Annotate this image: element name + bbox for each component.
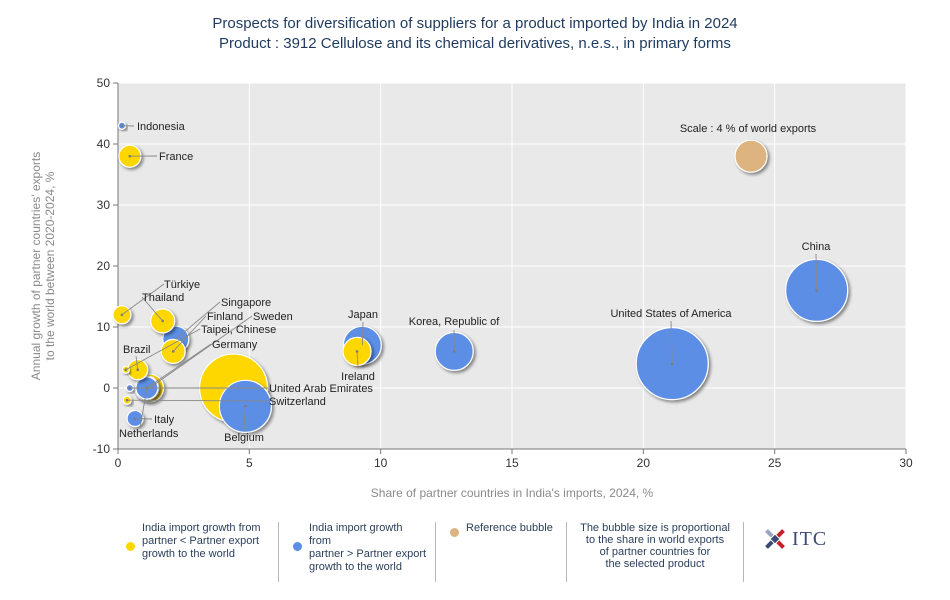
leader-line [135,355,139,370]
legend-yellow-line-2: partner < Partner export [142,535,260,547]
bubble-label-korea-republic-of: Korea, Republic of [409,316,500,328]
bubble-label-switzerland: Switzerland [269,396,326,408]
leader-line [361,321,364,346]
bubble-center-dot [815,289,818,292]
y-axis-label: Annual growth of partner countries' expo… [29,152,57,380]
bubble-center-dot [125,398,129,402]
legend-blue-line-2: partner > Partner export [309,548,427,560]
y-tick-label: 40 [97,137,111,151]
legend-note-line-2: to the share in world exports [585,534,725,546]
bubble-center-dot [670,362,674,365]
leader-line [141,296,163,322]
y-tick-label: 10 [97,320,111,334]
leader-line [121,283,165,316]
bubble-label-germany: Germany [212,339,258,351]
leader-line [135,418,153,420]
legend-size-note: The bubble size is proportional to the s… [567,522,744,582]
legend-item-blue: India import growth from partner > Partn… [279,522,436,582]
bubble-center-dot [452,350,456,353]
bubble-label-singapore: Singapore [221,297,271,309]
leader-line [356,351,359,369]
legend-reference-label: Reference bubble [466,522,553,534]
legend: India import growth from partner < Partn… [112,522,827,582]
y-axis-label-line: Annual growth of partner countries' expo… [29,152,43,380]
leader-line [815,253,818,291]
bubble-label-italy: Italy [154,414,175,426]
itc-logo: ITC [744,522,827,556]
legend-item-reference: Reference bubble [436,522,567,582]
leader-line [172,315,207,352]
bubble-label-brazil: Brazil [123,344,151,356]
x-tick-label: 20 [637,456,651,470]
leader-line [127,399,269,402]
chart-subtitle: Product : 3912 Cellulose and its chemica… [219,35,731,52]
itc-logo-icon [765,529,785,549]
bubble-label-france: France [159,151,193,163]
reference-bubble-label: Scale : 4 % of world exports [680,123,817,135]
bubble-label-sweden: Sweden [253,311,293,323]
reference-bubble [734,139,768,173]
leader-line [175,301,221,340]
x-tick-label: 5 [246,456,253,470]
leader-line [139,387,148,429]
legend-blue-dot [293,542,302,551]
y-tick-label: 20 [97,259,111,273]
x-tick-label: 15 [505,456,519,470]
x-tick-label: 0 [115,456,122,470]
bubble-label-china: China [802,241,832,253]
legend-note-line-4: the selected product [605,558,705,570]
bubble-label-japan: Japan [348,309,378,321]
legend-blue-line-3: growth to the world [309,561,402,573]
bubble-label-united-arab-emirates: United Arab Emirates [269,383,373,395]
itc-logo-text: ITC [792,527,828,550]
y-tick-label: -10 [93,442,111,456]
x-tick-label: 10 [374,456,388,470]
bubble-label-indonesia: Indonesia [137,121,186,133]
legend-reference-dot [450,528,459,537]
y-axis-label-line: to the world between 2020-2024, % [43,171,57,360]
y-tick-label: 30 [97,198,111,212]
x-axis-label: Share of partner countries in India's im… [371,486,654,500]
bubble-label-ireland: Ireland [341,371,375,383]
y-tick-label: 50 [97,76,111,90]
x-tick-label: 25 [768,456,782,470]
y-tick-label: 0 [103,381,110,395]
bubble-label-t-rkiye: Türkiye [164,279,200,291]
legend-item-yellow: India import growth from partner < Partn… [112,522,279,582]
leader-line [670,320,673,364]
legend-yellow-line-3: growth to the world [142,548,235,560]
bubble-label-netherlands: Netherlands [119,428,179,440]
bubble-label-taipei-chinese: Taipei, Chinese [201,324,276,336]
chart-title: Prospects for diversification of supplie… [212,15,738,32]
legend-blue-line-1: India import growth from [309,522,403,547]
chart-title-block: Prospects for diversification of supplie… [0,14,950,54]
bubble-label-united-states-of-america: United States of America [610,308,732,320]
leader-line [125,328,201,371]
bubble-chart: -10 0 10 20 30 40 50 0 5 10 15 20 25 30 Share of partn… [29,76,913,500]
bubble-label-thailand: Thailand [142,292,184,304]
x-tick-label: 30 [899,456,913,470]
legend-note-line-3: of partner countries for [599,546,711,558]
legend-yellow-line-1: India import growth from [142,522,261,534]
leader-line [146,343,212,389]
legend-note-line-1: The bubble size is proportional [580,522,730,534]
leader-line [243,406,246,431]
legend-yellow-dot [126,542,135,551]
leader-line [149,315,253,389]
bubble-label-finland: Finland [207,311,243,323]
bubble-label-belgium: Belgium [224,432,264,444]
